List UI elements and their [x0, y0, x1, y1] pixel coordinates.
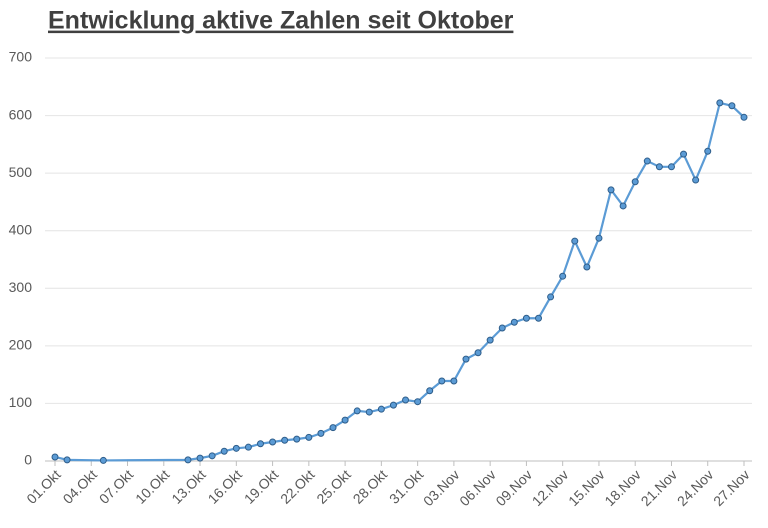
- x-tick-label: 12.Nov: [529, 466, 572, 509]
- y-tick-label: 100: [9, 394, 33, 410]
- y-tick-label: 700: [9, 49, 33, 65]
- point: [704, 147, 712, 155]
- point: [426, 387, 434, 395]
- point: [232, 444, 240, 452]
- point: [341, 416, 349, 424]
- x-tick-label: 15.Nov: [565, 466, 608, 509]
- point: [680, 150, 688, 158]
- chart-title: Entwicklung aktive Zahlen seit Oktober: [48, 7, 514, 35]
- point: [692, 176, 700, 184]
- y-tick-label: 600: [9, 106, 33, 122]
- point: [281, 436, 289, 444]
- x-tick-label: 28.Okt: [350, 466, 391, 507]
- point: [716, 99, 724, 107]
- x-tick-label: 06.Nov: [456, 466, 499, 509]
- point: [305, 433, 313, 441]
- point: [474, 349, 482, 357]
- y-tick-label: 200: [9, 337, 33, 353]
- point: [184, 456, 192, 464]
- x-tick-label: 21.Nov: [638, 466, 681, 509]
- point: [196, 454, 204, 462]
- point: [510, 318, 518, 326]
- point: [559, 272, 567, 280]
- point: [377, 405, 385, 413]
- point: [51, 453, 59, 461]
- point: [667, 163, 675, 171]
- point: [655, 163, 663, 171]
- point: [595, 234, 603, 242]
- x-tick-label: 18.Nov: [601, 466, 644, 509]
- point: [293, 435, 301, 443]
- x-tick-label: 27.Nov: [710, 466, 753, 509]
- x-tick-label: 22.Okt: [277, 466, 318, 507]
- x-tick-label: 10.Okt: [132, 466, 173, 507]
- x-tick-label: 31.Okt: [386, 466, 427, 507]
- point: [535, 314, 543, 322]
- point: [522, 314, 530, 322]
- point: [220, 447, 228, 455]
- point: [256, 440, 264, 448]
- point: [389, 401, 397, 409]
- y-tick-label: 0: [24, 452, 32, 468]
- point: [728, 102, 736, 110]
- point: [208, 452, 216, 460]
- x-tick-label: 25.Okt: [313, 466, 354, 507]
- x-tick-label: 04.Okt: [60, 466, 101, 507]
- point: [643, 157, 651, 165]
- y-tick-label: 400: [9, 221, 33, 237]
- point: [317, 429, 325, 437]
- point: [353, 407, 361, 415]
- point: [450, 377, 458, 385]
- point: [571, 237, 579, 245]
- x-tick-label: 03.Nov: [420, 466, 463, 509]
- point: [438, 377, 446, 385]
- point: [329, 424, 337, 432]
- point: [402, 396, 410, 404]
- line: [54, 101, 745, 462]
- y-tick-label: 500: [9, 164, 33, 180]
- x-tick-label: 19.Okt: [241, 466, 282, 507]
- point: [99, 456, 107, 464]
- point: [244, 443, 252, 451]
- point: [63, 456, 71, 464]
- point: [365, 408, 373, 416]
- x-tick-label: 16.Okt: [205, 466, 246, 507]
- point: [740, 113, 748, 121]
- point: [619, 202, 627, 210]
- x-tick-label: 07.Okt: [96, 466, 137, 507]
- point: [547, 293, 555, 301]
- point: [498, 324, 506, 332]
- point: [607, 186, 615, 194]
- x-tick-label: 01.Okt: [23, 466, 64, 507]
- point: [631, 178, 639, 186]
- point: [486, 336, 494, 344]
- y-tick-label: 300: [9, 279, 33, 295]
- point: [414, 398, 422, 406]
- point: [462, 355, 470, 363]
- x-tick-label: 24.Nov: [674, 466, 717, 509]
- point: [583, 263, 591, 271]
- x-tick-label: 13.Okt: [168, 466, 209, 507]
- x-tick-label: 09.Nov: [492, 466, 535, 509]
- point: [269, 438, 277, 446]
